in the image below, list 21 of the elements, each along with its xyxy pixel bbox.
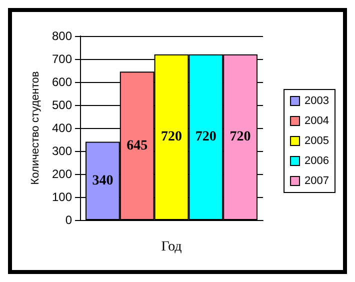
y-tick-label: 0 [65,213,72,227]
y-tick-label: 500 [52,98,72,112]
legend-label: 2005 [304,135,330,147]
data-label: 720 [161,130,182,145]
legend-label: 2003 [304,95,330,107]
data-label: 720 [230,130,251,145]
legend-label: 2006 [304,155,330,167]
y-tick-label: 300 [52,144,72,158]
y-tick-label: 200 [52,167,72,181]
y-tick-label: 100 [52,190,72,204]
y-tick-label: 800 [52,29,72,43]
data-label: 720 [195,130,216,145]
y-tick-label: 700 [52,52,72,66]
legend-label: 2004 [304,115,330,127]
data-label: 645 [126,138,148,154]
y-axis-title: Количество студентов [30,71,42,185]
data-label: 340 [92,173,114,188]
y-tick-label: 600 [52,75,72,89]
x-axis-title: Год [161,240,182,254]
legend-label: 2007 [304,175,330,187]
y-tick-label: 400 [52,121,72,135]
